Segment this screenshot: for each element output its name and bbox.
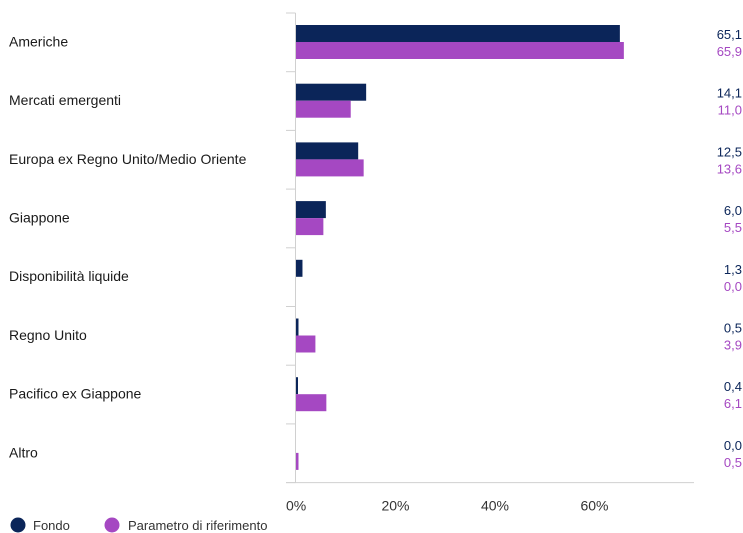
bar-parametro xyxy=(296,42,624,59)
value-label-fondo: 0,0 xyxy=(724,438,742,453)
bar-fondo xyxy=(296,377,298,395)
x-tick-label: 40% xyxy=(481,498,509,514)
bar-fondo xyxy=(296,201,326,219)
category-label: Europa ex Regno Unito/Medio Oriente xyxy=(9,151,247,167)
legend-label-parametro: Parametro di riferimento xyxy=(128,518,267,533)
x-tick-label: 0% xyxy=(286,498,306,514)
value-label-parametro: 0,5 xyxy=(724,455,742,470)
value-label-fondo: 0,4 xyxy=(724,379,742,394)
bar-parametro xyxy=(296,218,324,236)
x-axis-ticks: 0% 20% 40% 60% xyxy=(286,498,609,514)
value-label-parametro: 0,0 xyxy=(724,279,742,294)
value-label-parametro: 65,9 xyxy=(717,44,742,59)
value-label-fondo: 14,1 xyxy=(717,86,742,101)
bar-parametro xyxy=(296,335,316,353)
bar-fondo xyxy=(296,142,359,160)
value-label-fondo: 12,5 xyxy=(717,144,742,159)
labels-layer: Americhe 65,1 65,9 Mercati emergenti 14,1 11,… xyxy=(9,27,742,470)
category-label: Americhe xyxy=(9,33,68,49)
bar-parametro xyxy=(296,452,299,470)
category-label: Mercati emergenti xyxy=(9,92,121,108)
legend-marker-parametro xyxy=(104,517,120,533)
grid-layer xyxy=(286,12,694,484)
value-label-parametro: 13,6 xyxy=(717,161,742,176)
legend: Fondo Parametro di riferimento xyxy=(10,517,267,533)
bar-parametro xyxy=(296,394,327,412)
value-label-parametro: 5,5 xyxy=(724,220,742,235)
bar-parametro xyxy=(296,159,364,177)
value-label-parametro: 3,9 xyxy=(724,338,742,353)
category-label: Disponibilità liquide xyxy=(9,268,129,284)
category-label: Pacifico ex Giappone xyxy=(9,386,142,402)
bars-layer xyxy=(296,25,624,470)
value-label-fondo: 0,5 xyxy=(724,321,742,336)
category-label: Giappone xyxy=(9,209,70,225)
value-label-fondo: 6,0 xyxy=(724,203,742,218)
value-label-fondo: 1,3 xyxy=(724,262,742,277)
legend-marker-fondo xyxy=(10,517,26,533)
value-label-fondo: 65,1 xyxy=(717,27,742,42)
x-tick-label: 20% xyxy=(381,498,409,514)
x-tick-label: 60% xyxy=(580,498,608,514)
category-label: Regno Unito xyxy=(9,327,87,343)
bar-fondo xyxy=(296,25,620,42)
category-label: Altro xyxy=(9,444,38,460)
legend-label-fondo: Fondo xyxy=(33,518,70,533)
bar-fondo xyxy=(296,259,303,277)
value-label-parametro: 6,1 xyxy=(724,396,742,411)
bar-fondo xyxy=(296,318,299,336)
bar-parametro xyxy=(296,100,351,118)
bar-fondo xyxy=(296,83,367,101)
value-label-parametro: 11,0 xyxy=(718,103,742,118)
